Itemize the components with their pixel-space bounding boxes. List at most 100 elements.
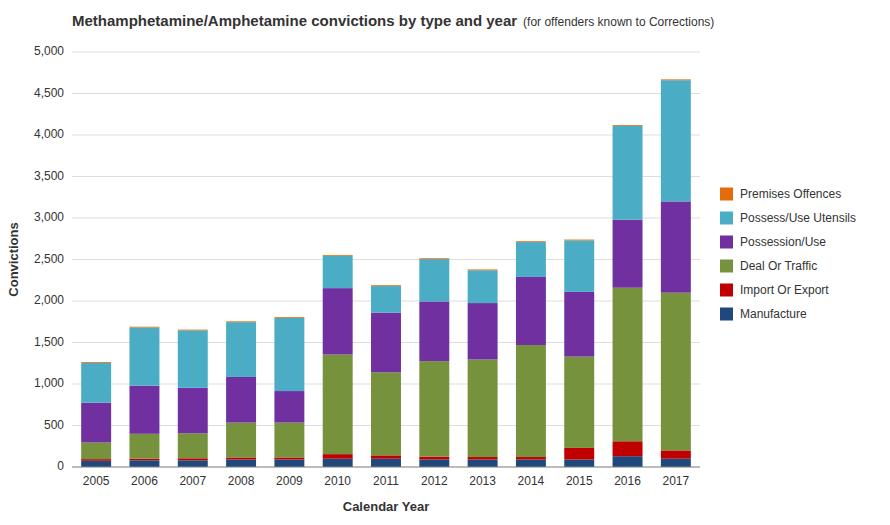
bar-segment bbox=[516, 460, 546, 467]
bar-segment bbox=[613, 220, 643, 288]
bar-segment bbox=[129, 460, 159, 467]
bar-segment bbox=[226, 377, 256, 423]
grid-line bbox=[72, 176, 700, 177]
bar-segment bbox=[274, 457, 304, 459]
legend-swatch bbox=[720, 236, 733, 249]
bar-segment bbox=[129, 386, 159, 434]
bar-segment bbox=[371, 285, 401, 287]
x-tick-label: 2006 bbox=[131, 474, 158, 488]
bar-segment bbox=[81, 363, 111, 403]
bar-segment bbox=[178, 460, 208, 467]
bar-segment bbox=[419, 361, 449, 456]
bar-segment bbox=[661, 293, 691, 451]
bar-segment bbox=[371, 372, 401, 455]
grid-line bbox=[72, 52, 700, 53]
legend-label: Possess/Use Utensils bbox=[740, 211, 856, 225]
legend-swatch bbox=[720, 260, 733, 273]
x-tick-label: 2014 bbox=[518, 474, 545, 488]
bar-segment bbox=[419, 301, 449, 361]
bar-segment bbox=[226, 457, 256, 459]
bar-segment bbox=[564, 239, 594, 241]
grid-line bbox=[72, 467, 700, 468]
y-tick-label: 500 bbox=[44, 418, 64, 432]
x-tick-label: 2011 bbox=[373, 474, 399, 488]
bar-segment bbox=[564, 240, 594, 291]
legend-label: Premises Offences bbox=[740, 187, 841, 201]
y-tick-label: 2,000 bbox=[34, 293, 64, 307]
bar-segment bbox=[613, 456, 643, 467]
bar-segment bbox=[516, 457, 546, 459]
bar-segment bbox=[564, 357, 594, 448]
bar-segment bbox=[178, 329, 208, 331]
x-tick-label: 2007 bbox=[179, 474, 206, 488]
bar-segment bbox=[564, 460, 594, 467]
x-tick-label: 2017 bbox=[662, 474, 689, 488]
series bbox=[81, 456, 691, 467]
bar-segment bbox=[178, 433, 208, 458]
bar-segment bbox=[613, 288, 643, 442]
grid-line bbox=[72, 93, 700, 94]
subtitle: (for offenders known to Corrections) bbox=[523, 15, 714, 29]
bar-segment bbox=[226, 460, 256, 467]
bar-segment bbox=[81, 403, 111, 443]
x-axis-line bbox=[72, 467, 700, 468]
legend-swatch bbox=[720, 308, 733, 321]
bar-segment bbox=[516, 242, 546, 277]
bar-segment bbox=[661, 450, 691, 458]
x-tick-label: 2005 bbox=[83, 474, 110, 488]
y-tick-label: 3,500 bbox=[34, 169, 64, 183]
y-tick-label: 2,500 bbox=[34, 252, 64, 266]
grid-line bbox=[72, 259, 700, 260]
y-tick-label: 3,000 bbox=[34, 210, 64, 224]
bar-segment bbox=[323, 459, 353, 467]
bar-segment bbox=[371, 313, 401, 373]
bar-segment bbox=[468, 460, 498, 467]
bar-segment bbox=[323, 454, 353, 459]
bar-segment bbox=[323, 288, 353, 354]
legend-label: Possession/Use bbox=[740, 235, 826, 249]
legend-label: Deal Or Traffic bbox=[740, 259, 817, 273]
bar-segment bbox=[661, 201, 691, 292]
y-axis-label: Convictions bbox=[6, 222, 21, 296]
bar-segment bbox=[226, 321, 256, 323]
legend-swatch bbox=[720, 284, 733, 297]
x-tick-label: 2013 bbox=[469, 474, 496, 488]
bar-segment bbox=[81, 362, 111, 364]
bar-segment bbox=[178, 388, 208, 434]
bar-segment bbox=[468, 269, 498, 271]
bar-segment bbox=[129, 434, 159, 459]
grid-line bbox=[72, 218, 700, 219]
legend-swatch bbox=[720, 212, 733, 225]
bar-segment bbox=[371, 455, 401, 458]
bar-segment bbox=[613, 126, 643, 220]
bar-segment bbox=[419, 460, 449, 467]
bar-segment bbox=[178, 458, 208, 460]
bar-segment bbox=[516, 277, 546, 345]
bar-segment bbox=[468, 457, 498, 459]
legend-label: Import Or Export bbox=[740, 283, 829, 297]
x-tick-label: 2008 bbox=[228, 474, 255, 488]
bar-segment bbox=[419, 457, 449, 460]
grid-line bbox=[72, 135, 700, 136]
series bbox=[81, 80, 691, 402]
y-axis: 05001,0001,5002,0002,5003,0003,5004,0004… bbox=[34, 44, 700, 473]
x-tick-label: 2009 bbox=[276, 474, 303, 488]
bar-segment bbox=[274, 317, 304, 319]
bar-segment bbox=[516, 241, 546, 243]
bar-segment bbox=[661, 459, 691, 467]
y-tick-label: 0 bbox=[57, 459, 64, 473]
bar-segment bbox=[613, 125, 643, 127]
bar-segment bbox=[81, 461, 111, 467]
bars bbox=[81, 79, 691, 467]
bar-segment bbox=[468, 270, 498, 303]
title: Methamphetamine/Amphetamine convictions … bbox=[72, 12, 517, 29]
bar-segment bbox=[323, 355, 353, 455]
bar-segment bbox=[274, 318, 304, 391]
bar-segment bbox=[274, 460, 304, 467]
bar-segment bbox=[613, 441, 643, 456]
series bbox=[81, 79, 691, 362]
bar-segment bbox=[323, 256, 353, 288]
x-tick-label: 2015 bbox=[566, 474, 593, 488]
x-tick-label: 2016 bbox=[614, 474, 641, 488]
bar-segment bbox=[468, 360, 498, 458]
